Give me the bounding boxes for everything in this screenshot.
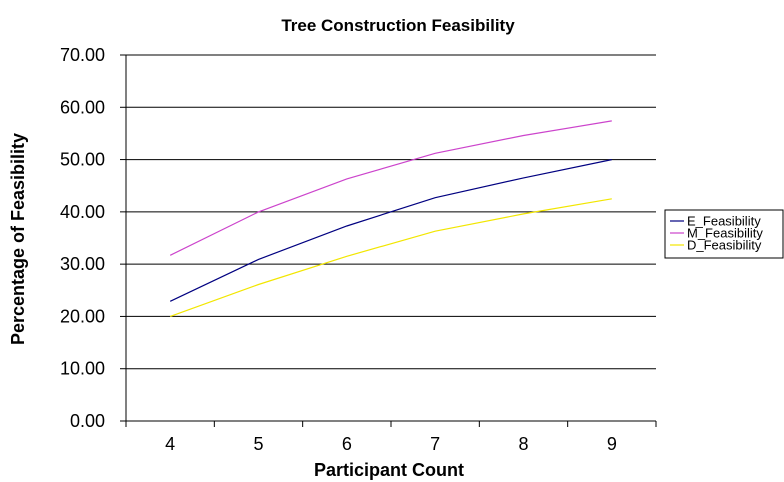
series-line-m-feasibility bbox=[169, 120, 612, 256]
axes bbox=[120, 54, 657, 427]
x-tick-label: 5 bbox=[253, 434, 263, 454]
x-tick-label: 9 bbox=[607, 434, 617, 454]
y-tick-label: 70.00 bbox=[60, 45, 105, 65]
x-axis-title: Participant Count bbox=[314, 460, 464, 480]
y-tick-label: 10.00 bbox=[60, 359, 105, 379]
series-lines bbox=[169, 120, 612, 317]
legend-label: E_Feasibility bbox=[687, 214, 761, 229]
legend-label: D_Feasibility bbox=[687, 238, 762, 253]
y-axis-title: Percentage of Feasibility bbox=[8, 133, 28, 345]
y-tick-label: 20.00 bbox=[60, 306, 105, 326]
series-line-e-feasibility bbox=[169, 159, 612, 302]
y-tick-label: 50.00 bbox=[60, 150, 105, 170]
y-tick-label: 40.00 bbox=[60, 202, 105, 222]
y-tick-label: 60.00 bbox=[60, 97, 105, 117]
x-tick-label: 7 bbox=[430, 434, 440, 454]
gridlines bbox=[126, 54, 656, 370]
y-tick-label: 0.00 bbox=[70, 411, 105, 431]
series-line-d-feasibility bbox=[169, 198, 612, 317]
x-tick-labels: 4 5 6 7 8 9 bbox=[165, 434, 617, 454]
x-tick-label: 8 bbox=[518, 434, 528, 454]
y-tick-label: 30.00 bbox=[60, 254, 105, 274]
x-tick-label: 6 bbox=[342, 434, 352, 454]
legend-box bbox=[664, 209, 784, 259]
chart-title: Tree Construction Feasibility bbox=[281, 16, 515, 35]
y-tick-labels: 0.00 10.00 20.00 30.00 40.00 50.00 60.00 70.00 bbox=[60, 45, 105, 431]
x-tick-label: 4 bbox=[165, 434, 175, 454]
legend-label: M_Feasibility bbox=[687, 226, 763, 241]
